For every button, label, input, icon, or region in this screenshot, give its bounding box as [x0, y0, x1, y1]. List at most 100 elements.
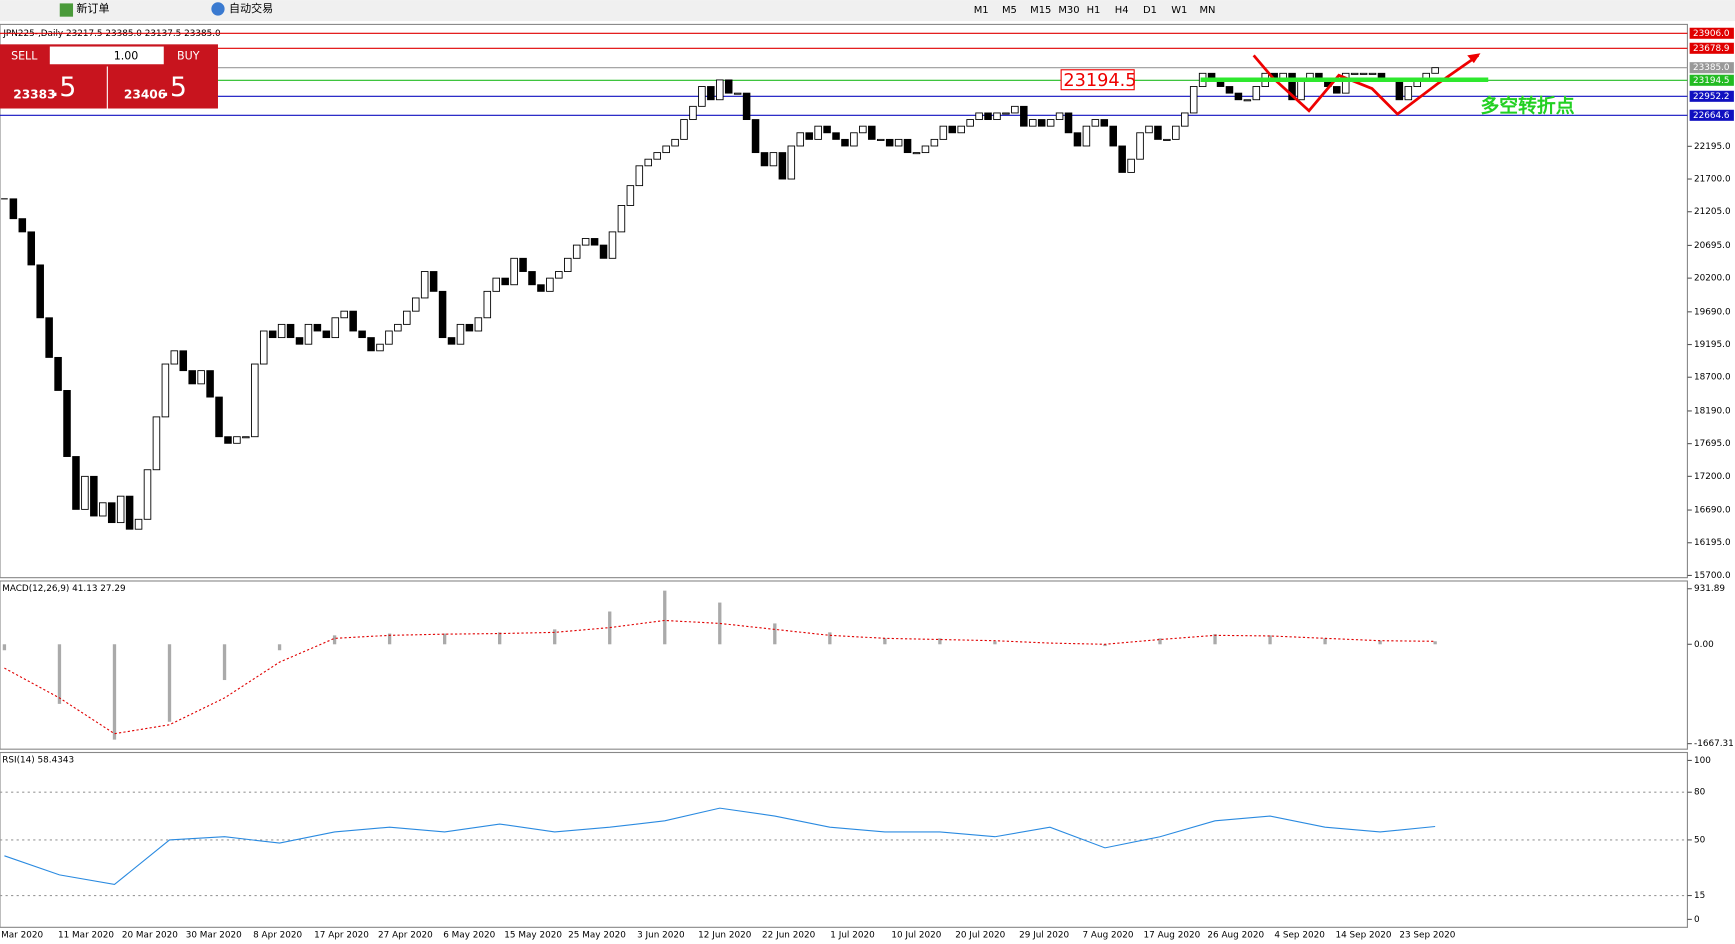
candle [1100, 119, 1109, 127]
candle [36, 264, 44, 319]
candle [823, 125, 831, 134]
candle [1288, 72, 1296, 101]
y-tick-label: 16195.0 [1694, 538, 1731, 548]
buy-button[interactable]: BUY [177, 50, 200, 63]
candle [197, 370, 205, 385]
new-order-icon[interactable] [59, 3, 74, 17]
level-box [1689, 42, 1734, 54]
candle [921, 145, 930, 154]
candle [224, 436, 232, 444]
y-tick-label: 0 [1694, 915, 1700, 925]
candle [1109, 125, 1117, 147]
timeframe[interactable]: M1 [974, 5, 989, 16]
candle [894, 138, 903, 147]
candle [1136, 132, 1144, 160]
auto-trading[interactable]: 自动交易 [229, 1, 273, 15]
y-tick-label: 15 [1694, 891, 1705, 901]
level-box [1689, 109, 1734, 121]
candle [1055, 112, 1064, 121]
macd-pane [0, 580, 1688, 750]
lots[interactable]: 1.00 [114, 50, 139, 63]
timeframe[interactable]: M5 [1002, 5, 1017, 16]
candle [492, 277, 500, 292]
y-tick-label: 20200.0 [1694, 274, 1731, 284]
candle [1225, 86, 1234, 94]
x-tick-label: 26 Aug 2020 [1207, 931, 1264, 941]
timeframe[interactable]: MN [1199, 5, 1215, 16]
candle [975, 112, 983, 121]
candle [769, 152, 778, 167]
candle [876, 138, 885, 141]
candle [259, 330, 268, 365]
candle [1297, 79, 1305, 101]
x-tick-label: 12 Jun 2020 [698, 931, 752, 941]
x-tick-label: 20 Jul 2020 [955, 931, 1005, 941]
y-tick-label: 17200.0 [1694, 472, 1731, 482]
auto-trading-icon[interactable] [211, 2, 225, 16]
candle [1172, 125, 1180, 140]
candle [277, 323, 286, 339]
level-label: 23385.0 [1693, 63, 1730, 73]
timeframe[interactable]: H1 [1087, 5, 1101, 16]
x-tick-label: Mar 2020 [1, 931, 43, 941]
candle [510, 257, 518, 286]
timeframe[interactable]: W1 [1171, 5, 1187, 16]
x-tick-label: 30 Mar 2020 [186, 931, 242, 941]
candle [1127, 158, 1135, 173]
timeframe[interactable]: D1 [1143, 5, 1157, 16]
candle [590, 238, 599, 246]
sell-price[interactable]: 23383 [13, 88, 55, 102]
candle [850, 132, 858, 147]
candle [1046, 119, 1055, 127]
candle [1011, 105, 1019, 114]
candle [1064, 112, 1073, 134]
candle [617, 205, 626, 233]
candle [18, 218, 27, 233]
candle [358, 330, 366, 339]
candle [233, 436, 241, 444]
annotation: 多空转折点 [1481, 94, 1575, 117]
candle [716, 79, 724, 101]
candle [868, 125, 876, 140]
x-tick-label: 6 May 2020 [443, 931, 495, 941]
buy-price[interactable]: 23406 [124, 88, 166, 102]
lots-box[interactable] [49, 46, 164, 65]
candle [1359, 72, 1368, 75]
y-tick-label: 16690.0 [1694, 506, 1731, 516]
candle [81, 475, 89, 510]
y-tick-label: 17695.0 [1694, 439, 1731, 449]
candle [385, 330, 393, 345]
candle [1163, 138, 1171, 141]
y-tick-label: 100 [1694, 756, 1711, 766]
candle [1037, 119, 1046, 127]
candle [349, 310, 357, 332]
trade-panel: SELL 1.00 BUY 23383 .5 23406 .5 [0, 44, 218, 109]
candle [1154, 125, 1162, 140]
buy-price-frac[interactable]: .5 [162, 72, 187, 103]
candle [72, 456, 80, 510]
candle [1020, 105, 1028, 127]
x-tick-label: 7 Aug 2020 [1082, 931, 1133, 941]
timeframe[interactable]: M15 [1030, 5, 1051, 16]
timeframe[interactable]: M30 [1058, 5, 1079, 16]
sell-button[interactable]: SELL [11, 50, 38, 63]
candle [939, 125, 948, 140]
candle [251, 363, 259, 438]
sell-price-frac[interactable]: .5 [51, 72, 76, 103]
candle [599, 244, 608, 259]
candle [778, 152, 787, 180]
candle [993, 112, 1001, 121]
y-tick-label: 22195.0 [1694, 142, 1731, 152]
x-tick-label: 29 Jul 2020 [1019, 931, 1069, 941]
y-tick-label: 20695.0 [1694, 241, 1731, 251]
candle [304, 323, 313, 345]
candle [27, 231, 36, 266]
candle [814, 125, 822, 140]
new-order[interactable]: 新订单 [76, 1, 109, 15]
timeframe[interactable]: H4 [1115, 5, 1129, 16]
candle [796, 132, 805, 147]
candle [555, 271, 563, 279]
candle [54, 356, 62, 391]
candle [1073, 132, 1082, 147]
candle [903, 138, 912, 154]
